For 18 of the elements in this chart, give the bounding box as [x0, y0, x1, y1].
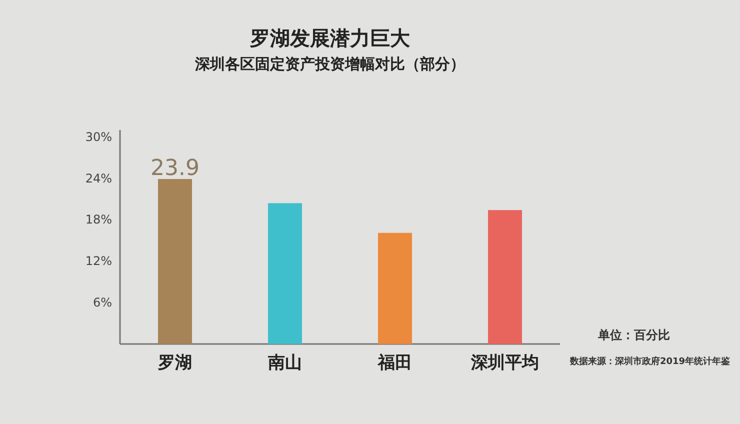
bar	[268, 203, 302, 344]
bar	[158, 179, 192, 344]
x-tick-label: 深圳平均	[470, 353, 539, 373]
x-tick-label: 福田	[377, 353, 412, 373]
bar	[488, 210, 522, 344]
y-tick-label: 6%	[92, 296, 112, 310]
y-tick-label: 18%	[85, 212, 112, 227]
chart-subtitle: 深圳各区固定资产投资增幅对比（部分）	[194, 55, 465, 73]
x-tick-label: 罗湖	[157, 353, 192, 373]
text: 单位：百分比	[597, 328, 670, 342]
y-tick-label: 24%	[85, 171, 112, 186]
source-note: 数据来源：深圳市政府2019年统计年鉴	[568, 356, 730, 367]
x-tick-label: 南山	[267, 353, 302, 373]
y-tick-label: 30%	[85, 130, 112, 144]
y-tick-label: 12%	[85, 254, 112, 268]
bar	[378, 232, 412, 344]
chart-title: 罗湖发展潜力巨大	[249, 26, 411, 50]
data-label: 23.9	[150, 156, 200, 182]
